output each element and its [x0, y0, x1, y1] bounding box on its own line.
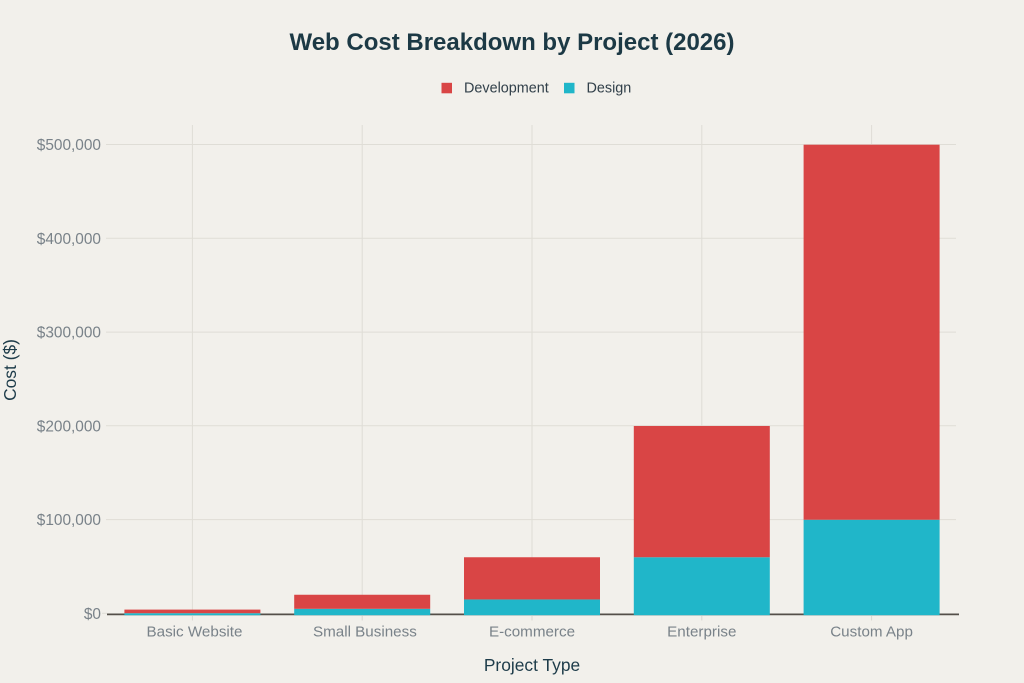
svg-text:$0: $0 [84, 606, 101, 623]
svg-text:$200,000: $200,000 [37, 418, 101, 435]
svg-text:E-commerce: E-commerce [489, 624, 575, 641]
svg-text:Project Type: Project Type [484, 655, 580, 675]
svg-text:Basic Website: Basic Website [147, 624, 243, 641]
svg-text:Small Business: Small Business [313, 624, 417, 641]
svg-text:$400,000: $400,000 [37, 231, 101, 248]
svg-text:Cost ($): Cost ($) [0, 339, 20, 401]
svg-text:$300,000: $300,000 [37, 325, 101, 342]
svg-text:Enterprise: Enterprise [667, 624, 736, 641]
svg-text:Web Cost Breakdown by Project: Web Cost Breakdown by Project (2026) [289, 29, 734, 56]
svg-text:Development: Development [464, 81, 549, 97]
svg-text:Custom App: Custom App [830, 624, 913, 641]
svg-text:$500,000: $500,000 [37, 137, 101, 154]
svg-text:$100,000: $100,000 [37, 512, 101, 529]
svg-text:Design: Design [587, 81, 632, 97]
